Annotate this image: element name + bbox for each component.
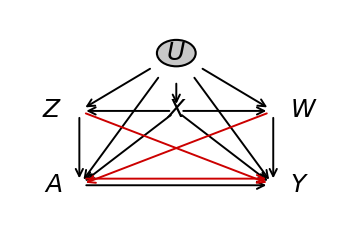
Text: $W$: $W$ [290, 99, 318, 122]
Text: $A$: $A$ [44, 174, 62, 197]
Text: $Y$: $Y$ [290, 174, 309, 197]
Circle shape [157, 40, 196, 66]
Text: $X$: $X$ [166, 99, 187, 122]
Text: $U$: $U$ [166, 42, 186, 65]
Text: $Z$: $Z$ [42, 99, 62, 122]
